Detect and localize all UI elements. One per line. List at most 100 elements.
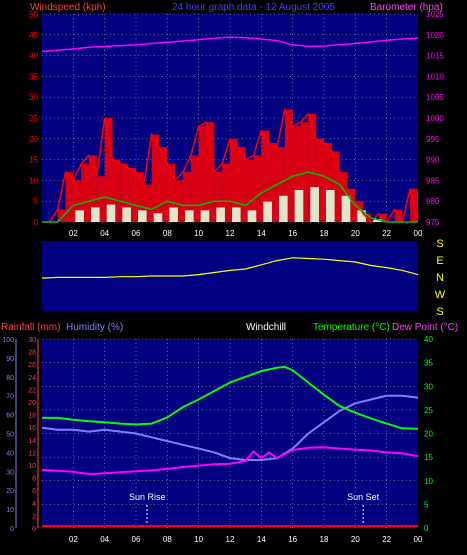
humidity-axis-label: Humidity (%) (66, 322, 123, 333)
x-tick-label: 16 (288, 535, 297, 544)
chart-title: 24 hour graph data - 12 August 2005 (172, 2, 335, 13)
windspeed-axis-ticks: 0 5 10 15 20 25 30 35 40 45 50 (29, 10, 38, 227)
wind-light-bar (357, 210, 366, 222)
wind-gust-bar (206, 122, 215, 222)
wind-gust-line (42, 107, 419, 224)
windspeed-tick-label: 25 (29, 114, 38, 123)
wind-gust-bar (292, 126, 301, 222)
wind-gust-bar (237, 147, 246, 222)
wind-gust-bar (308, 113, 317, 222)
wind-light-bar (122, 207, 131, 222)
wind-gust-bar (347, 188, 356, 222)
wind-gust-bar (112, 159, 121, 222)
temperature-axis-ticks: 0 5 10 15 20 25 30 35 40 (424, 335, 433, 533)
humidity-tick-label: 40 (6, 450, 14, 457)
temperature-tick-label: 40 (424, 335, 433, 344)
wind-gust-bar (300, 122, 309, 222)
temperature-tick-label: 5 (424, 500, 429, 509)
wind-gust-bar (245, 159, 254, 222)
wind-gust-bar (269, 142, 277, 222)
rainfall-tick-label: 30 (28, 337, 36, 344)
humidity-tick-label: 90 (6, 356, 14, 363)
barometer-line (41, 36, 419, 53)
x-tick-label: 06 (132, 535, 141, 544)
dewpoint-axis-label: Dew Point (°C) (392, 322, 458, 333)
wind-light-bar (200, 210, 210, 222)
barometer-tick-label: 995 (426, 135, 440, 144)
wind-light-bar (169, 207, 178, 222)
wind-gust-bar (96, 176, 105, 222)
windspeed-tick-label: 0 (34, 218, 39, 227)
wind-light-bar (185, 210, 194, 222)
barometer-axis-label: Barometer (hpa) (370, 2, 443, 13)
x-tick-label: 18 (320, 535, 329, 544)
x-tick-label: 02 (69, 535, 78, 544)
barometer-tick-label: 975 (426, 218, 440, 227)
wind-x-axis-ticks: 02 04 06 08 10 12 14 16 18 20 22 00 (69, 229, 423, 238)
rainfall-tick-label: 0 (32, 526, 36, 533)
wind-gust-bar (253, 155, 262, 222)
temperature-tick-label: 10 (424, 477, 433, 486)
x-tick-label: 14 (257, 229, 266, 238)
temperature-tick-label: 0 (424, 524, 429, 533)
barometer-tick-label: 985 (426, 176, 440, 185)
rainfall-tick-label: 2 (32, 513, 36, 520)
temperature-tick-label: 25 (424, 406, 433, 415)
direction-label: W (435, 289, 446, 301)
x-tick-label: 12 (226, 229, 235, 238)
temp-humidity-panel: Sun Rise Sun Set 02468101214161820222426… (1, 322, 458, 544)
wind-light-bar (153, 213, 163, 222)
x-tick-label: 20 (351, 535, 360, 544)
wind-light-bar (263, 201, 272, 222)
rainfall-tick-label: 28 (28, 350, 36, 357)
wind-light-bar (373, 219, 382, 222)
wind-gust-bar (277, 147, 285, 222)
wind-light-bar (341, 195, 351, 222)
sunset-label: Sun Set (347, 492, 380, 502)
temperature-tick-label: 20 (424, 430, 433, 439)
rainfall-tick-label: 16 (28, 425, 36, 432)
x-tick-label: 08 (163, 229, 172, 238)
wind-gust-bar (198, 126, 207, 222)
temp-x-axis-ticks: 02 04 06 08 10 12 14 16 18 20 22 00 (69, 535, 423, 544)
x-tick-label: 14 (257, 535, 266, 544)
barometer-tick-label: 1010 (426, 72, 444, 81)
temperature-line (42, 365, 419, 430)
wind-light-bar (216, 207, 225, 222)
rainfall-tick-label: 26 (28, 362, 36, 369)
windspeed-tick-label: 15 (29, 156, 38, 165)
direction-label: S (436, 238, 443, 250)
windspeed-tick-label: 30 (29, 93, 38, 102)
wind-light-bar (91, 207, 100, 222)
x-tick-label: 08 (163, 535, 172, 544)
wind-gust-bar (324, 142, 332, 222)
barometer-tick-label: 990 (426, 156, 440, 165)
x-tick-label: 12 (226, 535, 235, 544)
direction-plot-area (42, 241, 418, 311)
wind-light-bar (326, 189, 335, 222)
wind-light-bar (279, 195, 288, 222)
wind-gust-bar (190, 155, 199, 222)
x-tick-label: 06 (132, 229, 141, 238)
wind-light-bar (247, 210, 257, 222)
wind-gust-bar (316, 138, 324, 222)
windspeed-tick-label: 20 (29, 135, 38, 144)
temperature-tick-label: 30 (424, 382, 433, 391)
x-tick-label: 00 (414, 535, 423, 544)
wind-gust-bar (73, 180, 82, 222)
wind-gust-bar (65, 172, 74, 222)
wind-light-bar (75, 210, 84, 222)
wind-direction-line (41, 257, 419, 279)
humidity-tick-label: 20 (6, 488, 14, 495)
barometer-axis-ticks: 975 980 985 990 995 1000 1005 1010 1015 1020 1025 (426, 10, 444, 227)
humidity-tick-label: 100 (2, 337, 14, 344)
windspeed-tick-label: 40 (29, 52, 38, 61)
barometer-tick-label: 980 (426, 197, 440, 206)
wind-gust-bar (159, 147, 168, 222)
wind-gust-bar (284, 109, 293, 222)
windspeed-tick-label: 35 (29, 72, 38, 81)
rainfall-tick-label: 14 (28, 438, 36, 445)
